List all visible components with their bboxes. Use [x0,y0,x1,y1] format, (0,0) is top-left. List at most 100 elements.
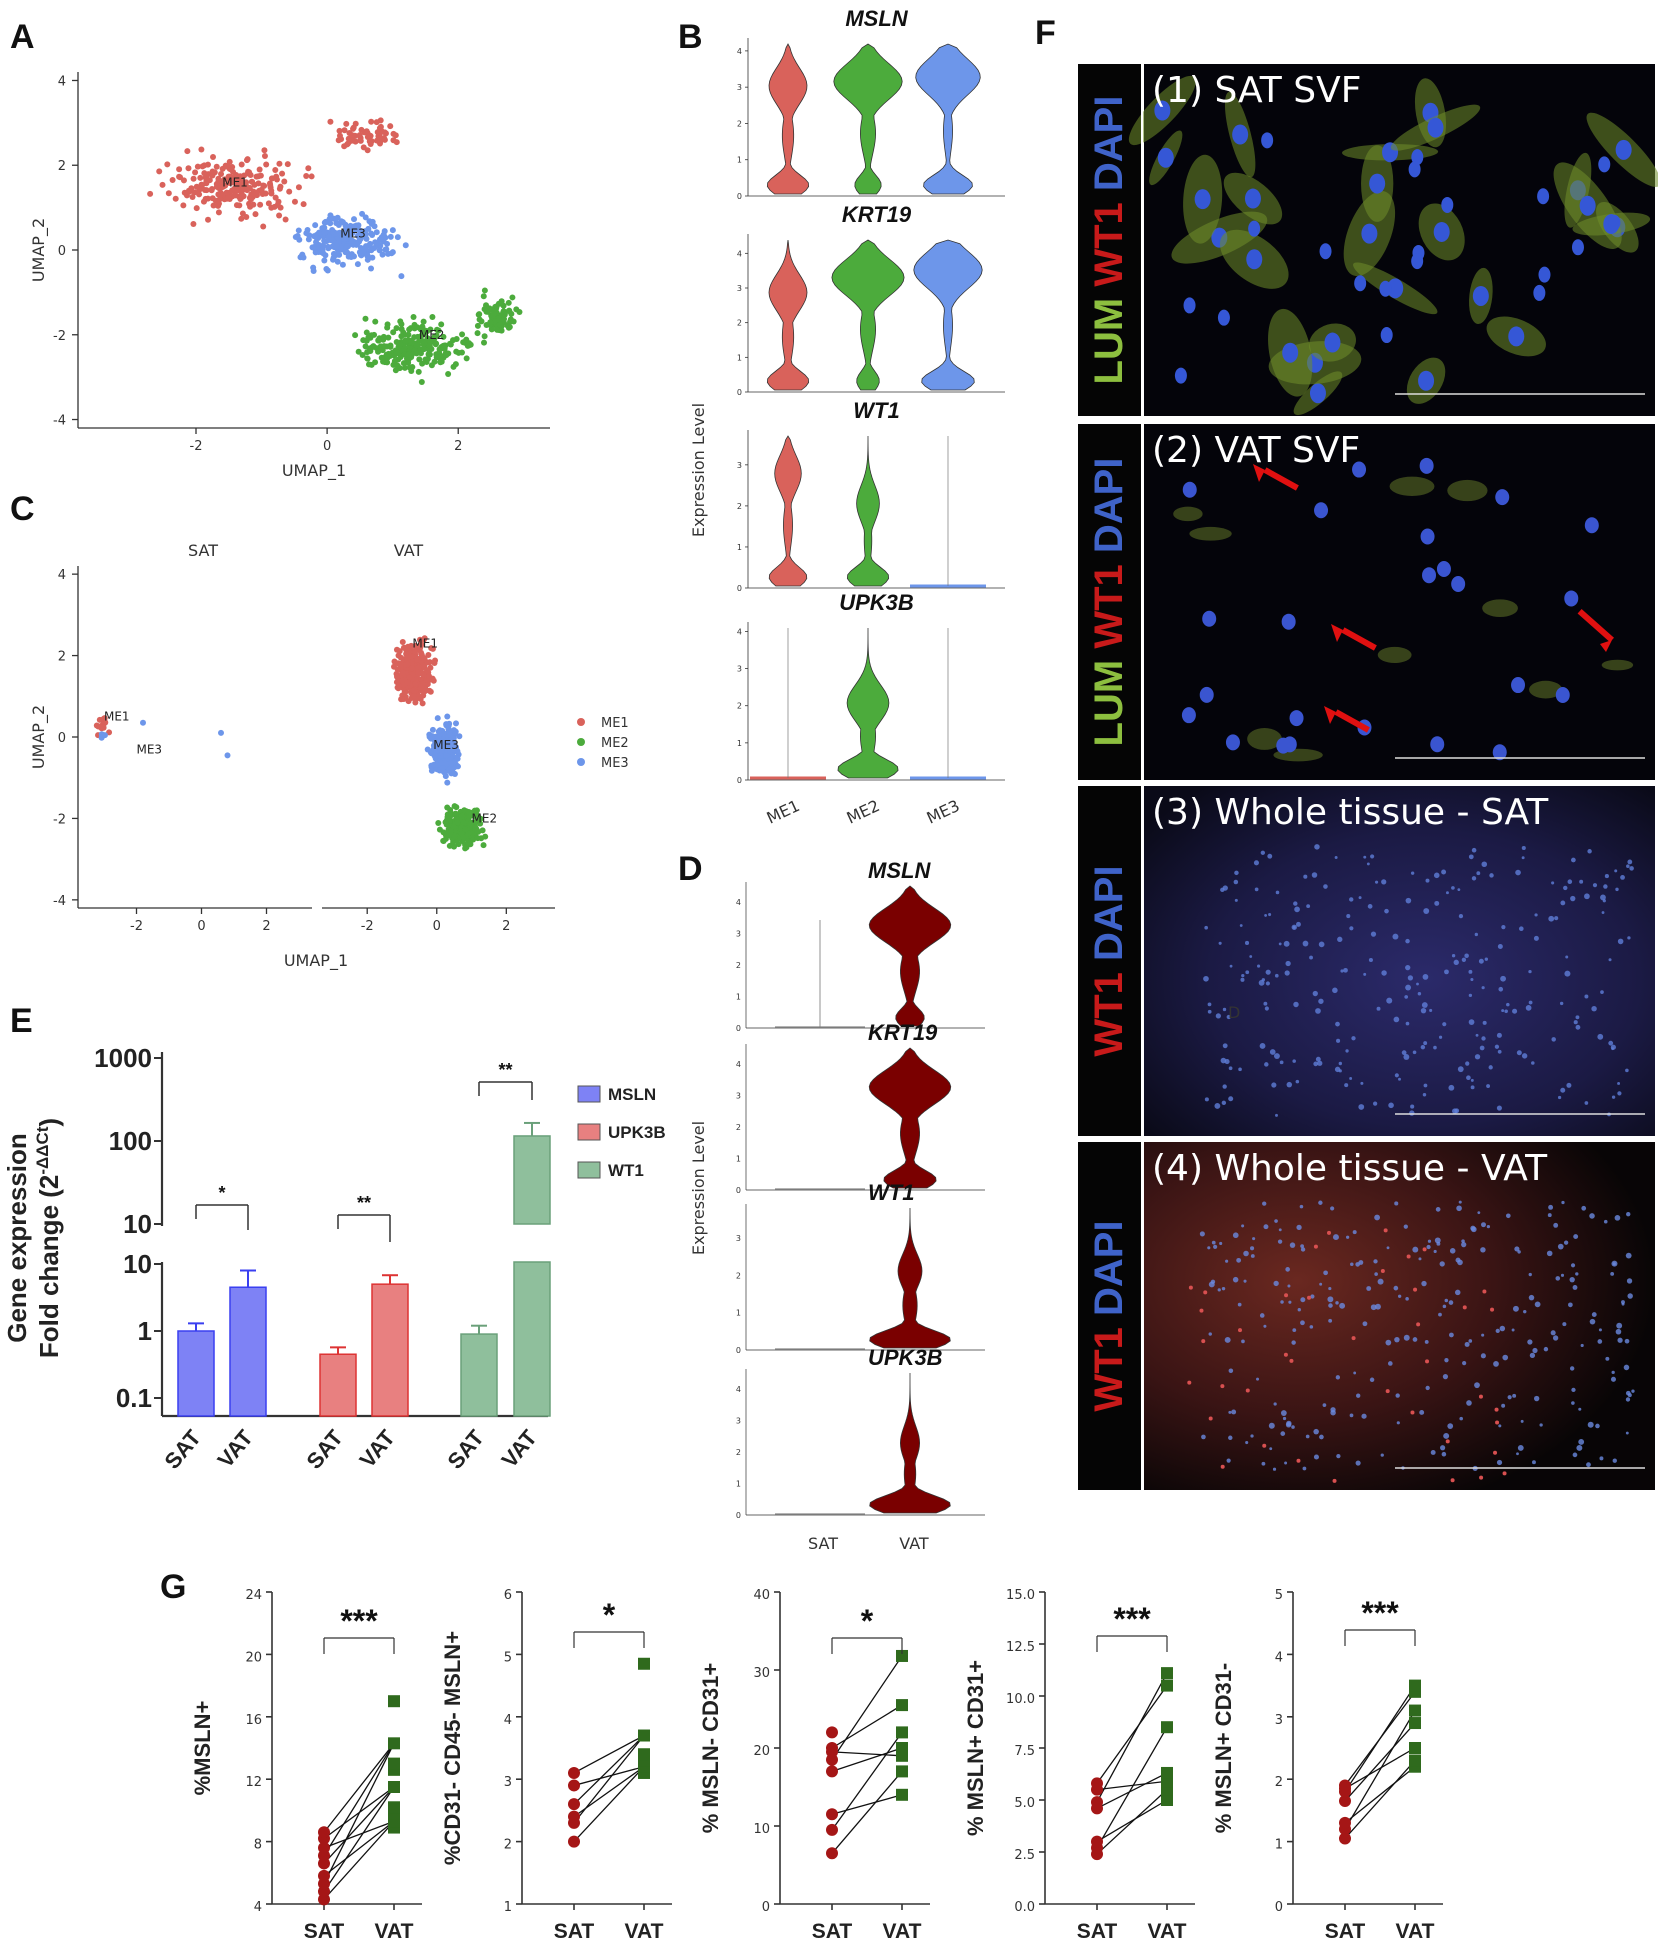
vat-point [1161,1721,1173,1734]
point-me2 [416,356,423,363]
point-me3 [438,742,445,749]
dapi-nucleus [1289,710,1304,727]
point-me2 [509,294,516,301]
point-me3 [300,254,307,261]
point-me1 [169,176,176,183]
y-tick-label: 0 [58,731,66,746]
dapi-speckle [1560,900,1566,906]
point-me3 [224,752,231,759]
x-tick-label: 0 [197,919,205,934]
y-tick-label: 0 [762,1900,770,1915]
dapi-nucleus [1352,461,1367,478]
x-tick-label: SAT [1077,1920,1118,1943]
dapi-speckle [1614,869,1618,873]
y-tick-label: 3 [737,665,742,674]
gene-title: KRT19 [842,202,912,227]
dapi-speckle [1264,1062,1269,1067]
bar-WT1-VAT [513,1261,551,1417]
dapi-speckle [1344,1083,1349,1088]
dapi-nucleus [1379,280,1392,297]
violin-ME2 [846,435,890,587]
dapi-speckle [1474,1054,1481,1060]
dapi-speckle [1620,874,1625,880]
point-me1 [255,180,262,187]
x-tick-label: VAT [496,1425,542,1473]
dapi-speckle [1317,1060,1323,1066]
dapi-speckle [1243,1279,1247,1283]
panel-a-umap: 4 2 0 -2 -4 -2 0 2 UMAP_1 UMAP_2 ME1 ME3 ME2 [29,72,550,481]
point-me2 [440,838,447,845]
point-me3 [368,220,375,227]
point-me2 [444,816,451,823]
dapi-speckle [1430,1449,1436,1455]
point-me2 [453,804,460,811]
dapi-speckle [1257,964,1261,968]
point-me1 [387,123,394,130]
dapi-speckle [1300,1247,1306,1252]
wt1-speckle [1482,1289,1487,1294]
dapi-speckle [1512,1305,1519,1312]
dapi-nucleus [1387,278,1404,299]
point-me2 [474,827,481,834]
dapi-speckle [1220,1057,1227,1064]
dapi-nucleus [1472,285,1489,306]
dapi-speckle [1578,1407,1582,1411]
violin-ME3 [915,43,981,195]
y-tick-label: 2 [736,1271,741,1280]
point-me2 [478,318,485,325]
dapi-speckle [1423,1083,1428,1088]
point-me3 [357,245,364,252]
point-me2 [483,308,490,315]
point-me2 [385,334,392,341]
x-tick-label: VAT [212,1425,258,1473]
point-me2 [406,326,413,333]
point-me3 [438,759,445,766]
legend-label: WT1 [608,1161,644,1180]
point-me1 [417,645,424,652]
pair-line [323,1742,395,1833]
dapi-speckle [1444,1358,1449,1363]
pair-line [1344,1722,1416,1802]
dapi-speckle [1211,1240,1216,1245]
wt1-speckle [1502,1471,1507,1476]
dapi-speckle [1241,1339,1245,1344]
point-me3 [364,252,371,259]
point-me3 [428,767,435,774]
point-me1 [279,170,286,177]
dapi-speckle [1422,974,1429,980]
dapi-nucleus [1354,275,1367,292]
dapi-speckle [1226,1458,1231,1463]
pair-line [1096,1685,1168,1784]
y-tick-label: 0.0 [1014,1900,1035,1915]
point-me2 [410,314,417,321]
point-me2 [501,311,508,318]
dapi-speckle [1234,870,1239,876]
wt1-speckle [1478,1394,1483,1399]
dapi-speckle [1256,1377,1260,1381]
dapi-speckle [1284,1461,1288,1465]
point-me1 [415,669,422,676]
dapi-speckle [1263,1324,1267,1328]
point-me2 [352,332,359,339]
dapi-speckle [1252,1237,1256,1241]
dapi-speckle [1283,940,1290,947]
dapi-speckle [1612,1262,1616,1266]
dapi-speckle [1215,1013,1221,1019]
point-me2 [458,813,465,820]
point-me1 [394,673,401,680]
dapi-speckle [1284,970,1290,976]
sat-point [318,1826,330,1839]
point-me1 [377,138,384,145]
point-me1 [236,202,243,209]
dapi-speckle [1273,1402,1277,1406]
stain-dapi: DAPI [1087,865,1131,972]
wt1-speckle [1307,1295,1312,1300]
y-tick-label: 2 [58,650,66,665]
lum-cell [1529,680,1563,699]
dapi-speckle [1516,1050,1522,1056]
sat-point [318,1841,330,1854]
point-me3 [321,219,328,226]
dapi-nucleus [1324,332,1341,353]
dapi-speckle [1280,1431,1286,1436]
wt1-speckle [1410,1410,1415,1415]
